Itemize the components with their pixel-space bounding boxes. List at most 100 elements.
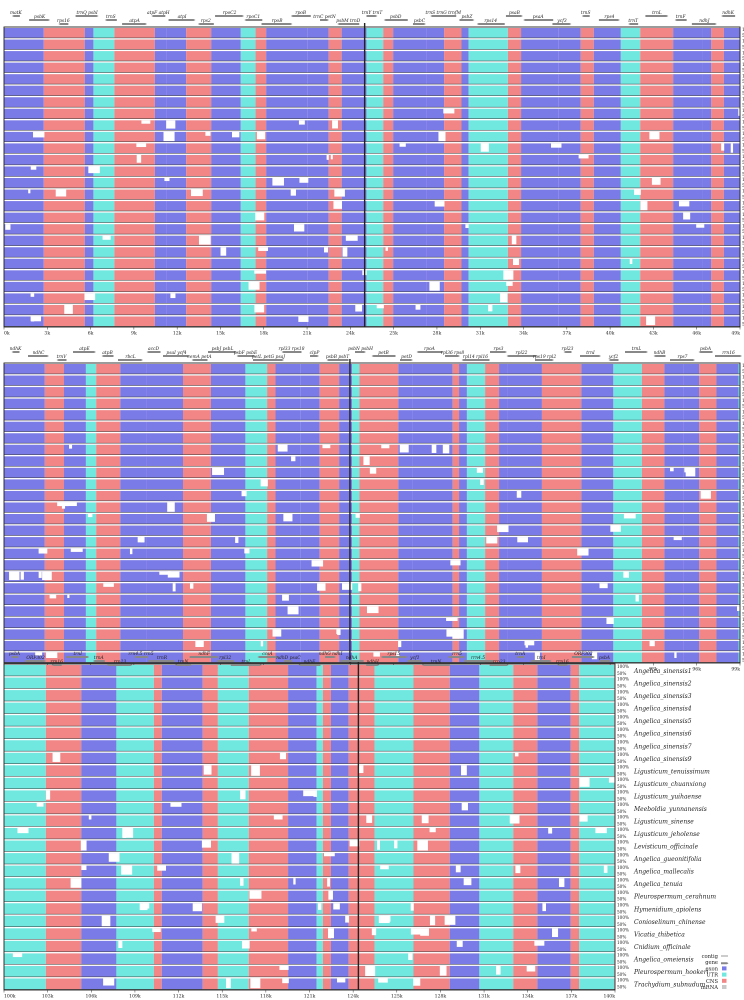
alignment-segment (217, 815, 249, 827)
percent-label-50: 50% (617, 771, 626, 776)
alignment-segment (44, 479, 64, 490)
alignment-segment (541, 421, 582, 432)
alignment-segment (558, 316, 581, 327)
alignment-row: 100%50% (4, 640, 744, 652)
alignment-segment (444, 131, 462, 142)
legend-swatch (722, 972, 727, 977)
alignment-segment (620, 28, 641, 38)
alignment-segment (183, 548, 211, 559)
alignment-segment (63, 387, 86, 398)
alignment-segment (359, 398, 399, 409)
similarity-dip (55, 189, 67, 197)
gene-label: ndhE (304, 660, 316, 665)
alignment-segment (593, 85, 621, 96)
alignment-segment (716, 456, 739, 467)
alignment-segment (85, 640, 97, 651)
alignment-segment (513, 802, 538, 814)
alignment-segment (468, 212, 508, 223)
alignment-segment (341, 166, 367, 177)
alignment-segment (513, 727, 538, 739)
alignment-segment (186, 201, 212, 212)
alignment-segment (211, 304, 241, 315)
alignment-segment (114, 154, 155, 165)
alignment-segment (507, 467, 542, 478)
alignment-segment (186, 281, 212, 292)
gene-label: rps7 (678, 355, 688, 360)
alignment-segment (44, 629, 64, 640)
similarity-dip (684, 467, 693, 473)
alignment-segment (81, 853, 117, 865)
alignment-segment (412, 456, 453, 467)
alignment-segment (322, 752, 331, 764)
alignment-segment (683, 548, 700, 559)
alignment-segment (161, 928, 203, 940)
alignment-segment (316, 878, 323, 890)
alignment-row: 100%50% (4, 304, 744, 316)
alignment-segment (63, 398, 86, 409)
alignment-segment (359, 640, 399, 651)
alignment-segment (449, 853, 480, 865)
alignment-segment (114, 293, 155, 304)
similarity-dip (431, 444, 437, 453)
alignment-segment (85, 398, 97, 409)
alignment-segment (579, 978, 615, 990)
alignment-segment (664, 594, 684, 605)
alignment-segment (711, 120, 724, 131)
alignment-segment (374, 702, 414, 714)
similarity-dip (250, 978, 261, 989)
alignment-segment (499, 583, 508, 594)
alignment-segment (352, 364, 360, 374)
similarity-dip (52, 752, 61, 762)
alignment-segment (711, 304, 724, 315)
alignment-segment (161, 978, 203, 990)
alignment-segment (507, 28, 522, 38)
alignment-segment (359, 514, 399, 524)
panel-frame (3, 362, 741, 664)
alignment-segment (641, 421, 665, 432)
alignment-segment (398, 398, 413, 409)
alignment-segment (580, 304, 594, 315)
tick-label: 24k (346, 331, 355, 337)
alignment-segment (328, 39, 342, 50)
alignment-segment (245, 594, 268, 605)
alignment-segment (266, 166, 308, 177)
similarity-dip (330, 154, 333, 160)
alignment-segment (513, 978, 538, 990)
alignment-segment (479, 727, 514, 739)
similarity-dip (203, 765, 212, 775)
alignment-segment (541, 525, 582, 536)
species-label: Ligusticum_chuanxiong (633, 781, 706, 788)
alignment-segment (485, 617, 500, 628)
similarity-dip (388, 915, 391, 922)
alignment-segment (426, 247, 445, 258)
alignment-segment (154, 166, 167, 177)
alignment-segment (166, 28, 187, 38)
alignment-segment (267, 410, 276, 421)
alignment-segment (413, 752, 450, 764)
alignment-segment (217, 890, 249, 902)
percent-label-50: 50% (742, 554, 744, 559)
alignment-segment (288, 815, 317, 827)
alignment-segment (161, 690, 203, 702)
alignment-segment (461, 178, 469, 188)
alignment-segment (485, 398, 500, 409)
alignment-segment (186, 120, 212, 131)
alignment-segment (641, 490, 665, 501)
alignment-segment (186, 62, 212, 73)
alignment-segment (161, 853, 203, 865)
alignment-segment (452, 514, 460, 524)
alignment-row: 100%50% (4, 223, 744, 235)
alignment-segment (449, 903, 480, 915)
alignment-segment (640, 85, 674, 96)
alignment-segment (449, 740, 480, 752)
alignment-segment (4, 398, 45, 409)
alignment-segment (96, 364, 121, 374)
gene-label: trnA (94, 656, 104, 661)
similarity-dip (525, 640, 529, 648)
alignment-segment (4, 940, 46, 952)
alignment-segment (255, 108, 267, 119)
alignment-segment (459, 560, 467, 571)
alignment-segment (255, 74, 267, 85)
alignment-segment (521, 212, 559, 223)
similarity-dip (192, 903, 202, 912)
